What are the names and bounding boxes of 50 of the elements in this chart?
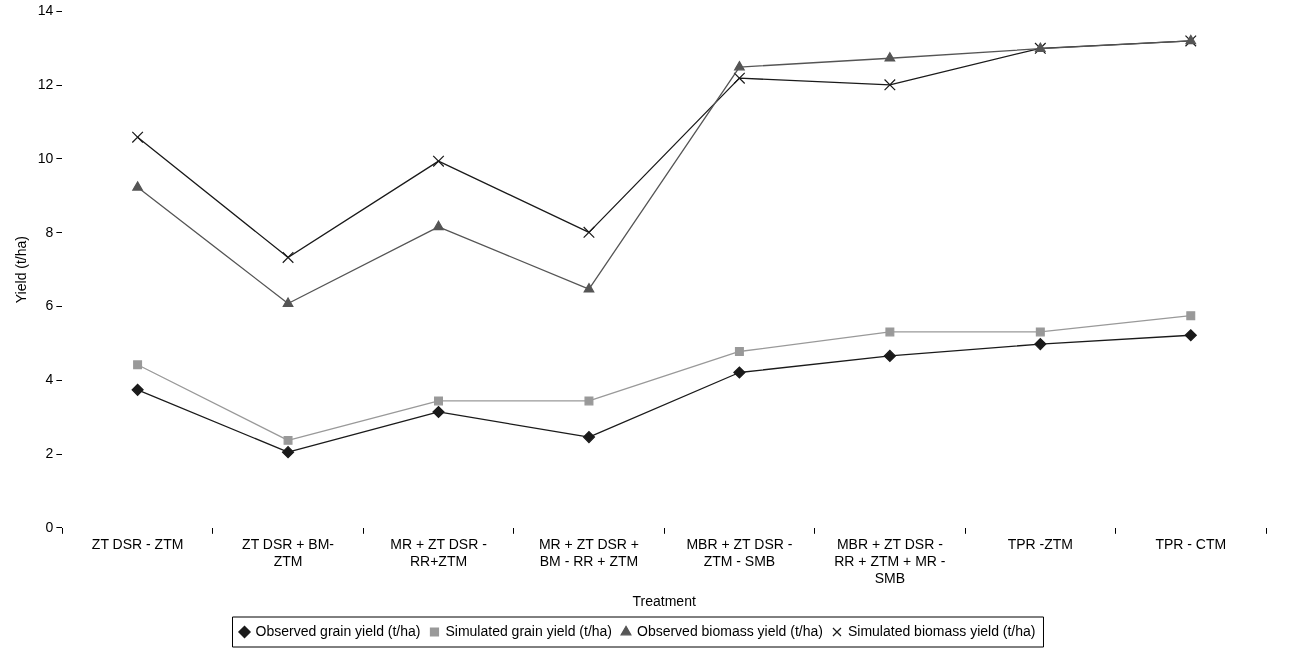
point (733, 72, 746, 85)
point (282, 297, 294, 307)
point (133, 360, 143, 370)
x-tick-label: TPR - CTM (1155, 536, 1227, 553)
point (432, 405, 445, 419)
x-tick-label: MR + ZT DSR + BM - RR + ZTM (538, 536, 640, 569)
point (281, 446, 295, 459)
point (131, 383, 144, 396)
point (583, 226, 595, 239)
point (283, 435, 293, 445)
x-axis-title: Treatment (632, 593, 696, 610)
point (1034, 338, 1047, 351)
x-tick-label: MBR + ZT DSR - RR + ZTM + MR - SMB (834, 536, 946, 586)
y-tick-label: 8 (45, 223, 54, 240)
y-tick-label: 14 (37, 2, 54, 19)
y-tick-label: 4 (45, 371, 54, 388)
x-tick-label: TPR -ZTM (1007, 536, 1073, 553)
x-tick-label: ZT DSR - ZTM (91, 536, 184, 553)
point (883, 78, 896, 91)
legend-label: Simulated biomass yield (t/ha) (847, 622, 1036, 639)
legend-label: Observed grain yield (t/ha) (255, 622, 421, 639)
point (584, 396, 594, 406)
legend-label: Observed biomass yield (t/ha) (637, 622, 823, 639)
point (734, 347, 744, 356)
y-tick-label: 2 (45, 444, 54, 461)
point (131, 131, 144, 144)
x-tick-label: ZT DSR + BM- ZTM (242, 536, 335, 569)
point (883, 349, 896, 363)
point (1184, 329, 1197, 342)
y-tick-label: 12 (37, 76, 54, 93)
point (583, 283, 595, 293)
point (1186, 311, 1196, 321)
x-tick-label: MBR + ZT DSR - ZTM - SMB (686, 536, 793, 569)
point (433, 220, 444, 231)
point (582, 430, 596, 444)
point (282, 251, 294, 264)
point (734, 61, 745, 71)
point (432, 155, 445, 168)
point (885, 327, 895, 337)
point (1035, 327, 1045, 337)
point (884, 52, 896, 62)
point (434, 396, 443, 406)
point (733, 366, 746, 379)
legend-label: Simulated grain yield (t/ha) (445, 622, 613, 639)
y-axis-title: Yield (t/ha) (13, 236, 30, 304)
y-tick-label: 6 (45, 297, 54, 314)
y-tick-label: 0 (45, 518, 54, 535)
x-tick-label: MR + ZT DSR - RR+ZTM (390, 536, 488, 569)
y-tick-label: 10 (37, 149, 54, 166)
point (132, 181, 143, 191)
